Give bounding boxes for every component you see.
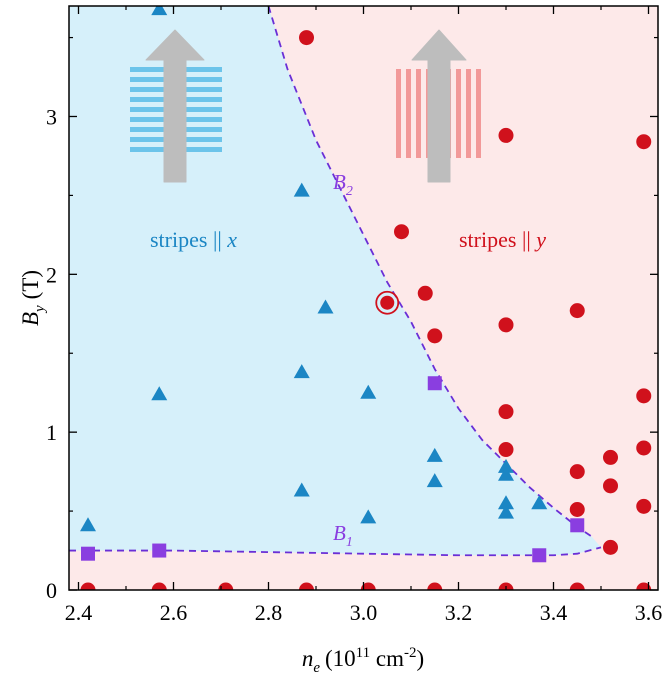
circle-marker [569,464,585,480]
triangle-marker [360,509,377,524]
stripes-y-schematic [396,29,481,183]
triangle-marker [498,504,514,519]
circle-marker [80,582,96,590]
stripe-y-line [396,69,401,158]
circle-marker [603,478,618,494]
triangle-marker [531,495,548,510]
boundary-b2 [267,6,592,538]
region-label-stripes-x: stripes || x [150,227,237,252]
stripe-y-line [416,69,421,158]
square-marker [532,548,547,563]
circle-marker [636,388,652,404]
triangle-marker [426,447,443,462]
x-tick-label: 2.8 [255,600,283,625]
circle-marker [299,30,314,46]
stripe-y-line [476,69,481,158]
square-marker [81,546,95,561]
triangle-marker [293,182,310,197]
triangle-marker [293,482,310,497]
arrow-up-icon-right [411,29,467,183]
circle-marker [569,582,585,590]
x-tick-label: 3.6 [635,600,662,625]
circle-marker [218,582,234,590]
y-axis-title: By(T) [18,270,48,326]
y-tick-label: 1 [46,420,57,445]
stripe-y-line [456,69,461,158]
y-tick-label: 2 [46,262,57,287]
circle-marker [151,582,167,590]
region-below-b1 [69,547,601,590]
circle-marker [569,502,585,518]
triangle-marker [498,466,514,481]
stripe-y-line [406,69,411,158]
square-marker [152,543,167,558]
triangle-marker [293,364,310,379]
x-tick-label: 3.0 [350,600,378,625]
y-tick-label: 3 [46,104,57,129]
circle-marker [299,582,314,590]
boundary-b1 [69,546,602,557]
arrow-up-icon-left [145,29,205,183]
circle-marker [498,442,514,458]
boundary-label-b1: B1 [333,521,353,550]
x-axis-title: ne (1011 cm-2) [302,645,424,676]
circle-marker [498,317,514,333]
ringed-circle-marker [380,295,395,310]
triangle-marker [360,384,377,399]
circle-marker [394,224,409,240]
circle-marker [603,449,618,465]
stripe-y-line [466,69,471,158]
triangle-marker [80,517,96,532]
x-tick-label: 3.4 [540,600,568,625]
circle-marker [498,127,514,143]
circle-marker [427,328,443,344]
square-marker [570,518,585,533]
circle-marker [360,582,376,590]
triangle-marker [151,386,168,401]
circle-marker [498,404,514,420]
ringed-circle-marker-ring [375,290,400,315]
circle-marker [636,498,652,514]
circle-marker [636,582,652,590]
circle-marker [603,539,618,555]
square-marker [427,376,442,391]
circle-marker [417,285,433,301]
plot-area [69,6,658,590]
boundary-label-b2: B2 [333,170,353,199]
triangle-marker [498,458,514,473]
circle-marker [636,134,652,150]
y-tick-label: 0 [46,578,57,603]
x-tick-label: 2.4 [65,600,93,625]
circle-marker [569,303,585,319]
x-tick-label: 3.2 [445,600,473,625]
triangle-marker [151,6,168,16]
axis-ticks: 2.4 2.6 2.8 3.0 3.2 3.4 3.6 0 1 2 3 [46,6,662,625]
stripes-x-schematic [130,29,222,183]
region-label-stripes-y: stripes || y [459,227,546,252]
circle-marker [427,582,443,590]
triangle-marker [317,299,334,314]
x-tick-label: 2.6 [160,600,188,625]
triangle-marker [498,495,514,510]
circle-marker [636,440,652,456]
triangle-marker [426,473,443,488]
